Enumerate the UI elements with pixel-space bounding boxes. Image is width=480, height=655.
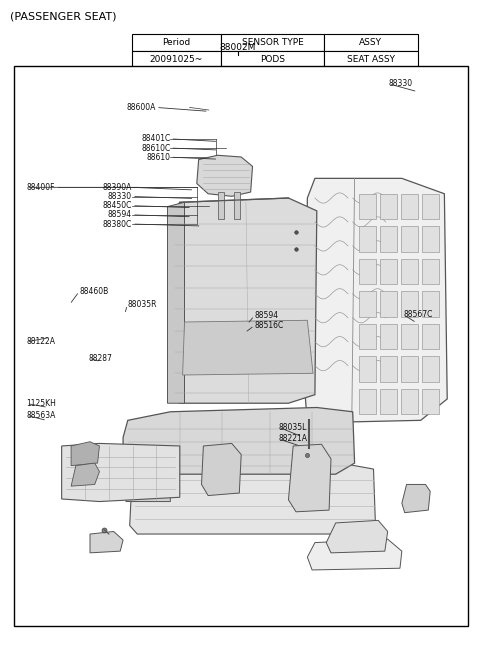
Text: 88221A: 88221A (278, 434, 307, 443)
Text: 88390A: 88390A (103, 183, 132, 192)
Polygon shape (401, 291, 418, 317)
Bar (14, 66, 468, 626)
Polygon shape (71, 441, 99, 466)
Polygon shape (326, 520, 388, 553)
Polygon shape (197, 155, 252, 196)
Polygon shape (401, 194, 418, 219)
Bar (132, 34, 221, 51)
Polygon shape (360, 388, 376, 415)
Polygon shape (422, 194, 439, 219)
Polygon shape (401, 356, 418, 382)
Polygon shape (360, 324, 376, 349)
Polygon shape (422, 226, 439, 252)
Text: 88400F: 88400F (26, 183, 55, 192)
Polygon shape (380, 388, 397, 415)
Polygon shape (61, 443, 180, 502)
Polygon shape (422, 388, 439, 415)
Polygon shape (307, 175, 454, 426)
Bar (324, 51, 418, 68)
Polygon shape (234, 192, 240, 219)
Text: 88563A: 88563A (26, 411, 56, 420)
Polygon shape (288, 444, 331, 512)
Polygon shape (380, 291, 397, 317)
Text: SENSOR TYPE: SENSOR TYPE (241, 38, 303, 47)
Polygon shape (217, 192, 224, 219)
Text: 88401C: 88401C (141, 134, 170, 143)
Text: 88610C: 88610C (141, 143, 170, 153)
Bar (324, 34, 418, 51)
Text: 88450C: 88450C (103, 201, 132, 210)
Polygon shape (360, 356, 376, 382)
Polygon shape (422, 259, 439, 284)
Text: 88330: 88330 (108, 192, 132, 201)
Text: 88610: 88610 (146, 153, 170, 162)
Text: 88002M: 88002M (219, 43, 256, 52)
Bar (221, 34, 324, 51)
Polygon shape (401, 324, 418, 349)
Polygon shape (360, 291, 376, 317)
Text: 20091025~: 20091025~ (150, 55, 203, 64)
Polygon shape (380, 194, 397, 219)
Bar (132, 51, 221, 68)
Text: 88460B: 88460B (79, 287, 108, 296)
Polygon shape (380, 356, 397, 382)
Text: 1125KH: 1125KH (26, 399, 56, 408)
Polygon shape (71, 463, 99, 486)
Text: 88287: 88287 (89, 354, 113, 363)
Polygon shape (402, 485, 430, 513)
Polygon shape (422, 356, 439, 382)
Text: PODS: PODS (260, 55, 285, 64)
Polygon shape (202, 443, 241, 496)
Text: ASSY: ASSY (360, 38, 382, 47)
Polygon shape (360, 226, 376, 252)
Polygon shape (380, 259, 397, 284)
Polygon shape (126, 460, 170, 502)
Text: 88594: 88594 (108, 210, 132, 219)
Polygon shape (360, 259, 376, 284)
Polygon shape (422, 291, 439, 317)
Text: 88035L: 88035L (278, 422, 307, 432)
Polygon shape (380, 226, 397, 252)
Text: 88330: 88330 (389, 79, 413, 88)
Text: 88122A: 88122A (26, 337, 55, 346)
Text: Period: Period (162, 38, 191, 47)
Polygon shape (422, 324, 439, 349)
Polygon shape (380, 324, 397, 349)
Text: SEAT ASSY: SEAT ASSY (347, 55, 395, 64)
Polygon shape (401, 259, 418, 284)
Bar (221, 51, 324, 68)
Text: 88516C: 88516C (254, 321, 284, 330)
Text: 88594: 88594 (254, 311, 278, 320)
Text: 88600A: 88600A (127, 103, 156, 112)
Text: (PASSENGER SEAT): (PASSENGER SEAT) (10, 12, 116, 22)
Polygon shape (401, 388, 418, 415)
Polygon shape (182, 320, 313, 375)
Polygon shape (305, 178, 447, 423)
Polygon shape (168, 202, 184, 403)
Text: 88035R: 88035R (127, 300, 156, 309)
Polygon shape (123, 407, 355, 474)
Polygon shape (90, 531, 123, 553)
Polygon shape (401, 226, 418, 252)
Polygon shape (307, 539, 402, 570)
Text: 88380C: 88380C (103, 219, 132, 229)
Polygon shape (130, 463, 375, 534)
Polygon shape (170, 198, 317, 403)
Polygon shape (360, 194, 376, 219)
Text: 88567C: 88567C (403, 310, 432, 319)
